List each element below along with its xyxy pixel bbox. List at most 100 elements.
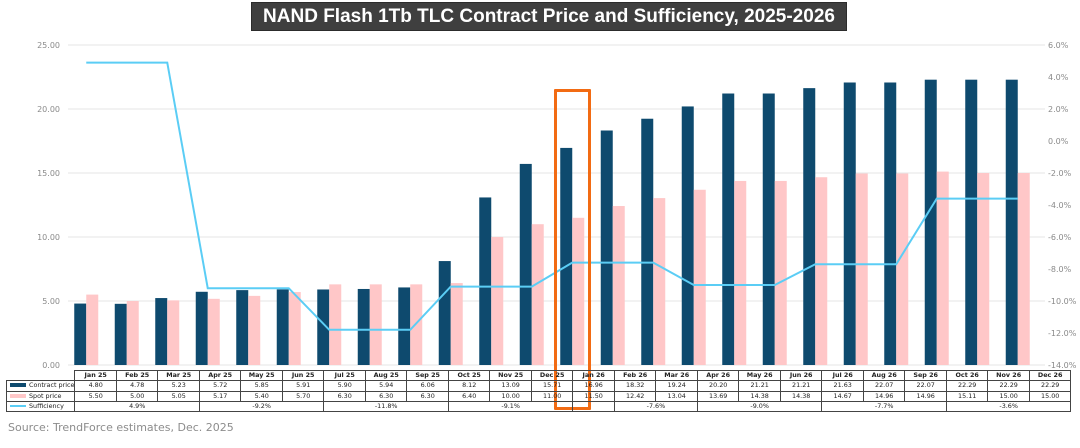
table-header-month: Apr 26	[696, 369, 740, 382]
contract-price-cell: 4.80	[74, 380, 117, 392]
spot-price-bar	[369, 284, 382, 365]
table-header-month: Dec 25	[530, 369, 574, 382]
spot-price-bar	[977, 173, 990, 365]
table-header-month: Jan 26	[572, 369, 615, 382]
table-header-month: Feb 26	[613, 369, 657, 382]
contract-price-cell: 5.85	[240, 380, 283, 392]
sufficiency-key-icon	[10, 405, 26, 408]
contract-price-cell: 22.29	[945, 380, 989, 392]
spot-price-bar	[207, 298, 220, 365]
table-header-month: Jul 25	[323, 369, 366, 382]
right-axis-tick-label: -12.0%	[1048, 329, 1077, 338]
left-axis-tick-label: 20.00	[37, 105, 60, 114]
contract-price-bar	[722, 93, 735, 366]
contract-price-cell: 13.09	[489, 380, 532, 392]
sufficiency-cell: -7.7%	[821, 400, 947, 413]
spot-price-cell: 5.70	[281, 390, 325, 402]
sufficiency-cell: -11.8%	[323, 400, 449, 413]
spot-price-bar	[531, 224, 544, 365]
spot-price-bar	[774, 180, 787, 365]
spot-price-cell: 14.96	[862, 390, 906, 402]
left-axis-tick-label: 5.00	[42, 297, 60, 306]
chart-title: NAND Flash 1Tb TLC Contract Price and Su…	[251, 2, 847, 31]
spot-price-cell: 5.05	[157, 390, 200, 402]
contract-price-bar	[398, 287, 411, 365]
legend-sufficiency: Sufficiency	[5, 400, 76, 413]
contract-price-bar	[276, 289, 289, 365]
table-header-month: Apr 25	[198, 369, 242, 382]
table-header-month: Dec 26	[1028, 369, 1072, 382]
spot-price-cell: 12.42	[613, 390, 657, 402]
spot-price-bar	[653, 198, 666, 365]
right-axis-tick-label: -8.0%	[1048, 265, 1072, 274]
spot-price-cell: 5.40	[240, 390, 283, 402]
sufficiency-cell: -9.2%	[198, 400, 325, 413]
contract-price-bar	[479, 197, 492, 365]
table-header-month: Sep 26	[904, 369, 947, 382]
spot-price-cell: 6.30	[364, 390, 408, 402]
table-header-month: Oct 25	[447, 369, 491, 382]
spot-price-cell: 6.30	[323, 390, 366, 402]
contract-price-bar	[965, 79, 978, 366]
legend-spot-price: Spot price	[5, 390, 76, 402]
contract-price-bar	[357, 288, 370, 365]
spot-price-bar	[734, 180, 747, 365]
table-header-month: Aug 25	[364, 369, 408, 382]
contract-price-bar	[519, 163, 532, 365]
data-table: Jan 25 Feb 25 Mar 25 Apr 25 May 25 Jun 25 Jul …	[5, 369, 1072, 413]
contract-price-bar	[1005, 79, 1018, 366]
contract-price-cell: 6.06	[406, 380, 449, 392]
contract-price-bar	[195, 291, 208, 365]
spot-price-bar	[167, 300, 180, 365]
contract-price-bar	[114, 303, 127, 365]
contract-price-bar	[762, 93, 775, 366]
spot-price-cell: 11.00	[530, 390, 574, 402]
table-header-month: May 26	[738, 369, 781, 382]
spot-price-bar	[1017, 173, 1030, 365]
table-header-month: Jul 26	[821, 369, 864, 382]
legend-label: Contract price	[29, 381, 75, 390]
bars	[74, 79, 1030, 366]
spot-price-cell: 15.00	[987, 390, 1030, 402]
table-header-month: Jan 25	[74, 369, 117, 382]
spot-price-cell: 11.50	[572, 390, 615, 402]
spot-price-cell: 5.50	[74, 390, 117, 402]
spot-price-bar	[855, 173, 868, 365]
contract-price-cell: 22.07	[862, 380, 906, 392]
table-header-month: Jun 25	[281, 369, 325, 382]
table-header-month: Jun 26	[779, 369, 823, 382]
contract-price-cell: 22.07	[904, 380, 947, 392]
sufficiency-blank-cell	[572, 400, 615, 413]
table-header-row: Jan 25 Feb 25 Mar 25 Apr 25 May 25 Jun 25 Jul …	[6, 369, 1072, 382]
contract-price-bar	[155, 298, 168, 365]
contract-price-bar	[74, 303, 87, 365]
table-header-month: May 25	[240, 369, 283, 382]
table-row-sufficiency: Sufficiency 4.9% -9.2% -11.8% -9.1% -7.6% -9.…	[5, 400, 1072, 413]
contract-price-cell: 15.71	[530, 380, 574, 392]
right-axis-tick-label: 0.0%	[1048, 137, 1069, 146]
left-axis-tick-label: 10.00	[37, 233, 60, 242]
contract-price-cell: 21.21	[779, 380, 823, 392]
sufficiency-line	[86, 61, 1018, 331]
contract-price-bar	[641, 118, 654, 365]
contract-price-cell: 22.29	[987, 380, 1030, 392]
contract-price-cell: 18.32	[613, 380, 657, 392]
legend-contract-price: Contract price	[5, 380, 76, 392]
sufficiency-cell: -9.1%	[447, 400, 574, 413]
contract-price-cell: 5.72	[198, 380, 242, 392]
spot-price-bar	[329, 284, 342, 365]
spot-price-cell: 10.00	[489, 390, 532, 402]
contract-price-cell: 5.91	[281, 380, 325, 392]
spot-price-cell: 14.67	[821, 390, 864, 402]
contract-price-bar	[803, 88, 816, 366]
spot-price-bar	[86, 294, 99, 365]
spot-price-cell: 6.40	[447, 390, 491, 402]
contract-price-cell: 4.78	[115, 380, 159, 392]
spot-price-cell: 14.38	[738, 390, 781, 402]
legend-label: Sufficiency	[29, 402, 64, 411]
contract-price-cell: 5.94	[364, 380, 408, 392]
contract-price-cell: 20.20	[696, 380, 740, 392]
contract-price-cell: 19.24	[655, 380, 698, 392]
highlight-box-jan-26	[554, 89, 591, 410]
spot-price-cell: 5.00	[115, 390, 159, 402]
